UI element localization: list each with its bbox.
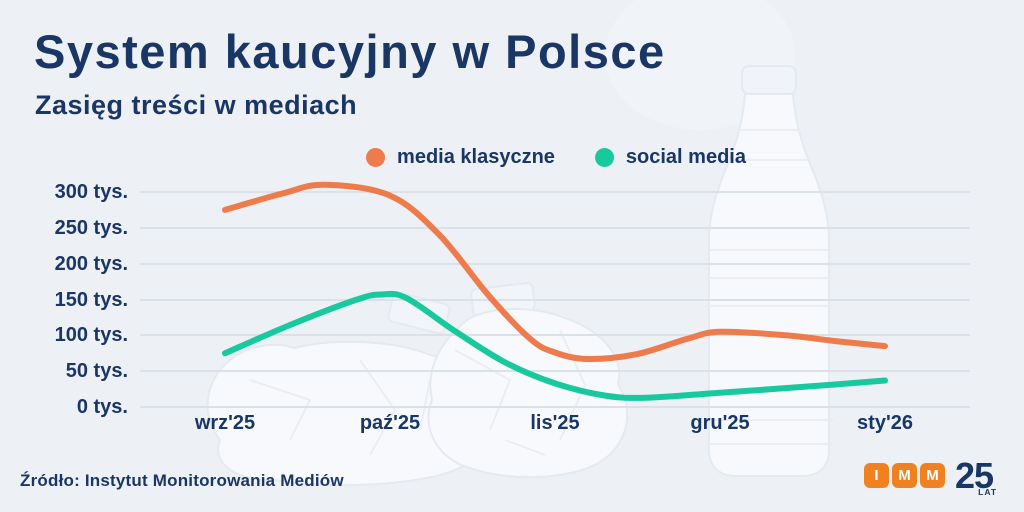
legend-label-social-media: social media bbox=[625, 146, 746, 168]
page-title: System kaucyjny w Polsce bbox=[34, 25, 666, 78]
gridline bbox=[140, 226, 970, 229]
bottle-watermark-center-crumpled bbox=[427, 282, 629, 479]
x-axis-label: wrz'25 bbox=[194, 412, 256, 434]
logo-letter-square-3: M bbox=[920, 463, 945, 488]
gridline bbox=[140, 191, 970, 193]
chart-legend: media klasyczne social media bbox=[366, 146, 746, 169]
gridline bbox=[140, 334, 970, 337]
series-line-social-media bbox=[222, 290, 888, 401]
gridline bbox=[140, 370, 970, 373]
logo-number: 25 bbox=[955, 455, 994, 496]
logo-letter-square-2: M bbox=[892, 463, 917, 488]
logo-25-lat: 25 LAT bbox=[955, 458, 996, 498]
logo-caption: LAT bbox=[978, 487, 998, 497]
logo-letter-square-1: I bbox=[864, 463, 889, 488]
legend-item-media-klasyczne: media klasyczne bbox=[366, 146, 555, 169]
legend-label-media-klasyczne: media klasyczne bbox=[397, 146, 555, 168]
y-axis-label: 300 tys. bbox=[54, 181, 128, 203]
series-line-media-klasyczne bbox=[222, 181, 888, 363]
gridline bbox=[140, 262, 970, 265]
page-subtitle: Zasięg treści w mediach bbox=[35, 90, 358, 120]
source-caption: Źródło: Instytut Monitorowania Mediów bbox=[20, 471, 344, 490]
y-axis-label: 0 tys. bbox=[76, 396, 128, 418]
x-axis-label: gru'25 bbox=[690, 412, 750, 434]
y-axis-label: 100 tys. bbox=[54, 324, 128, 347]
x-axis-label: lis'25 bbox=[530, 412, 580, 434]
gridline bbox=[140, 298, 970, 301]
imm-logo: I M M 25 LAT bbox=[864, 458, 996, 498]
legend-item-social-media: social media bbox=[594, 146, 746, 169]
x-axis-label: paź'25 bbox=[359, 412, 421, 434]
y-axis-label: 150 tys. bbox=[54, 288, 128, 311]
legend-dot-orange-icon bbox=[366, 148, 386, 167]
y-axis-label: 200 tys. bbox=[54, 252, 128, 275]
y-axis-label: 250 tys. bbox=[54, 216, 128, 239]
bottle-watermark-right-upright bbox=[704, 65, 834, 477]
gridline bbox=[140, 406, 970, 408]
x-axis-label: sty'26 bbox=[857, 412, 913, 434]
y-axis-label: 50 tys. bbox=[65, 360, 128, 383]
bottle-watermark-left-crumpled bbox=[206, 291, 484, 487]
legend-dot-teal-icon bbox=[594, 148, 614, 167]
